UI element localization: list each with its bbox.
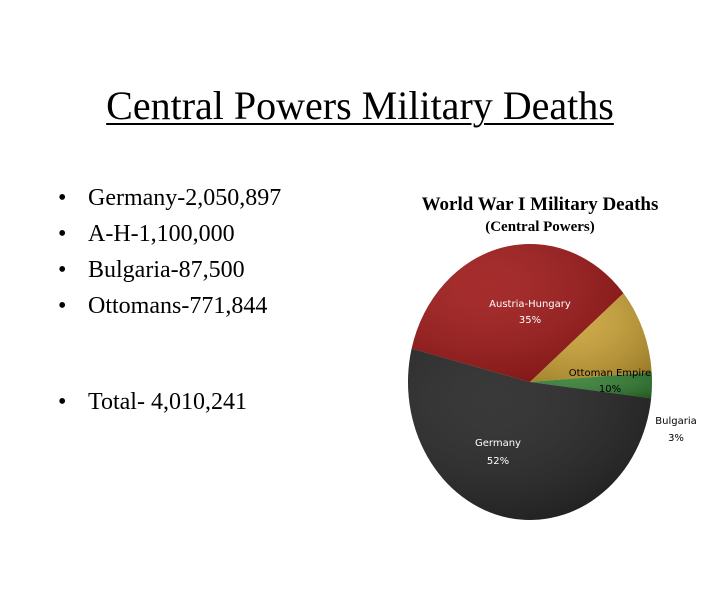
chart-subtitle: (Central Powers) [485, 219, 595, 235]
pie-slice-shading-bulgaria [530, 372, 652, 399]
slide-title: Central Powers Military Deaths [106, 83, 614, 128]
pie-slice-shading-austria-hungary [411, 243, 624, 382]
slice-label-germany: Germany [475, 438, 521, 449]
slice-percent-bulgaria: 3% [668, 433, 684, 444]
list-item-ottomans: Ottomans-771,844 [58, 288, 281, 324]
list-item-germany: Germany-2,050,897 [58, 180, 281, 216]
pie-slice-shading-germany [408, 348, 652, 520]
slice-percent-austria-hungary: 35% [519, 315, 541, 326]
pie-slice-shading-ottoman-empire [530, 293, 652, 382]
death-toll-list: Germany-2,050,897 A-H-1,100,000 Bulgaria… [58, 180, 281, 324]
slice-label-bulgaria: Bulgaria [655, 416, 696, 427]
slice-label-austria-hungary: Austria-Hungary [489, 299, 571, 310]
chart-title: World War I Military Deaths [422, 194, 659, 215]
slice-percent-ottoman-empire: 10% [599, 384, 621, 395]
total-deaths: Total- 4,010,241 [58, 384, 247, 420]
list-item-austria-hungary: A-H-1,100,000 [58, 216, 281, 252]
list-item-bulgaria: Bulgaria-87,500 [58, 252, 281, 288]
slice-percent-germany: 52% [487, 456, 509, 467]
slice-label-ottoman-empire: Ottoman Empire [569, 368, 651, 379]
pie-chart: World War I Military Deaths (Central Pow… [408, 194, 697, 520]
